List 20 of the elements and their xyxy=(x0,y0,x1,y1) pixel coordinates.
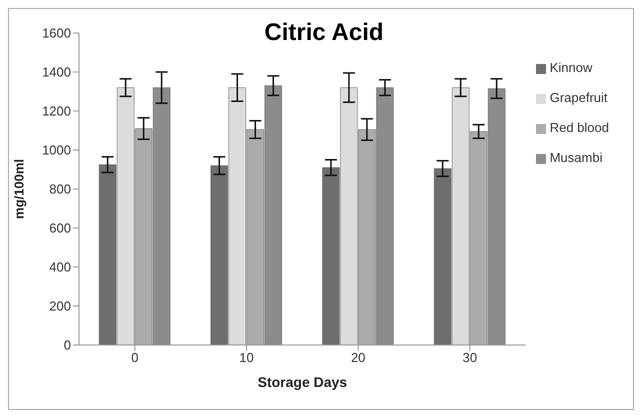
y-tick-label: 1400 xyxy=(42,64,71,80)
legend-label: Red blood xyxy=(550,120,609,135)
y-tick-label: 1000 xyxy=(42,142,71,158)
y-tick-label: 1600 xyxy=(42,26,71,41)
x-axis-title: Storage Days xyxy=(258,374,348,390)
y-tick-label: 0 xyxy=(64,338,71,353)
x-tick-label: 20 xyxy=(350,350,366,366)
legend-label: Musambi xyxy=(550,150,602,165)
y-tick-label: 400 xyxy=(49,260,71,275)
y-tick-label: 800 xyxy=(49,182,71,197)
legend-label: Grapefruit xyxy=(550,90,608,105)
y-axis-title: mg/100ml xyxy=(12,159,27,219)
x-tick-label: 30 xyxy=(462,350,478,366)
chart-title: Citric Acid xyxy=(263,19,385,47)
y-tick-label: 600 xyxy=(49,220,71,236)
x-tick-label: 10 xyxy=(239,350,254,366)
y-tick-label: 1200 xyxy=(42,104,71,119)
legend-label: Kinnow xyxy=(550,60,592,75)
y-tick-label: 200 xyxy=(49,298,71,314)
x-tick-label: 0 xyxy=(131,350,138,366)
